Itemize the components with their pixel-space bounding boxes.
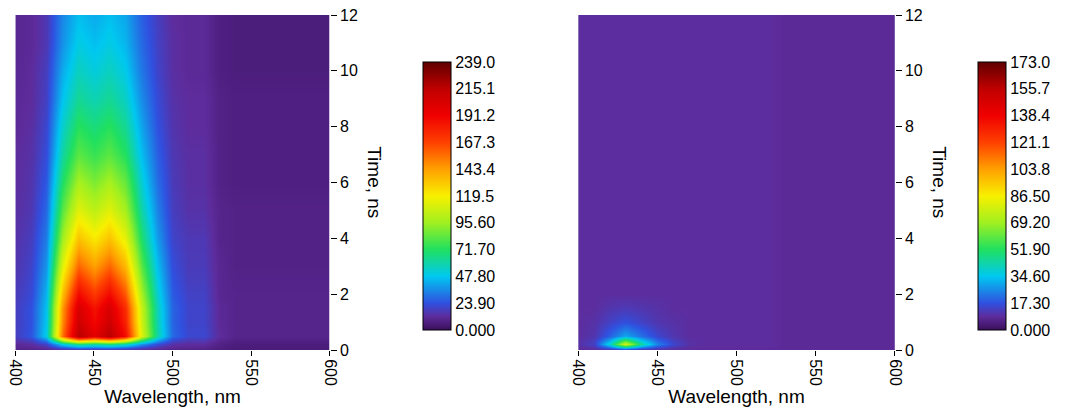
svg-text:71.70: 71.70: [455, 241, 495, 258]
svg-text:550: 550: [807, 359, 824, 386]
svg-text:0.000: 0.000: [455, 322, 495, 339]
svg-text:95.60: 95.60: [455, 214, 495, 231]
svg-text:86.50: 86.50: [1010, 188, 1050, 205]
svg-text:103.8: 103.8: [1010, 161, 1050, 178]
svg-text:8: 8: [340, 118, 349, 135]
svg-text:450: 450: [86, 359, 103, 386]
svg-text:0: 0: [905, 342, 914, 359]
svg-text:0: 0: [340, 342, 349, 359]
svg-text:6: 6: [905, 174, 914, 191]
svg-text:23.90: 23.90: [455, 295, 495, 312]
svg-text:138.4: 138.4: [1010, 107, 1050, 124]
svg-text:155.7: 155.7: [1010, 80, 1050, 97]
svg-text:10: 10: [905, 62, 923, 79]
svg-text:600: 600: [887, 359, 904, 386]
svg-text:600: 600: [322, 359, 339, 386]
svg-text:8: 8: [905, 118, 914, 135]
svg-text:500: 500: [728, 359, 745, 386]
svg-text:550: 550: [243, 359, 260, 386]
svg-text:0.000: 0.000: [1010, 322, 1050, 339]
svg-text:167.3: 167.3: [455, 134, 495, 151]
svg-text:47.80: 47.80: [455, 268, 495, 285]
svg-text:6: 6: [340, 174, 349, 191]
svg-text:450: 450: [649, 359, 666, 386]
svg-text:34.60: 34.60: [1010, 268, 1050, 285]
svg-text:12: 12: [905, 7, 923, 24]
svg-text:17.30: 17.30: [1010, 295, 1050, 312]
svg-text:69.20: 69.20: [1010, 214, 1050, 231]
svg-text:Time, ns: Time, ns: [364, 146, 385, 218]
svg-text:173.0: 173.0: [1010, 54, 1050, 71]
svg-text:239.0: 239.0: [455, 54, 495, 71]
svg-text:400: 400: [7, 359, 24, 386]
svg-text:500: 500: [164, 359, 181, 386]
svg-text:2: 2: [905, 286, 914, 303]
svg-text:121.1: 121.1: [1010, 134, 1050, 151]
svg-text:12: 12: [340, 7, 358, 24]
svg-text:400: 400: [570, 359, 587, 386]
svg-text:51.90: 51.90: [1010, 241, 1050, 258]
svg-text:4: 4: [340, 230, 349, 247]
svg-text:Wavelength, nm: Wavelength, nm: [668, 386, 805, 407]
svg-text:191.2: 191.2: [455, 107, 495, 124]
svg-text:4: 4: [905, 230, 914, 247]
svg-text:Wavelength, nm: Wavelength, nm: [104, 386, 241, 407]
svg-text:215.1: 215.1: [455, 80, 495, 97]
svg-text:10: 10: [340, 62, 358, 79]
svg-text:Time, ns: Time, ns: [929, 146, 950, 218]
svg-text:119.5: 119.5: [455, 188, 494, 205]
svg-text:143.4: 143.4: [455, 161, 495, 178]
svg-text:2: 2: [340, 286, 349, 303]
